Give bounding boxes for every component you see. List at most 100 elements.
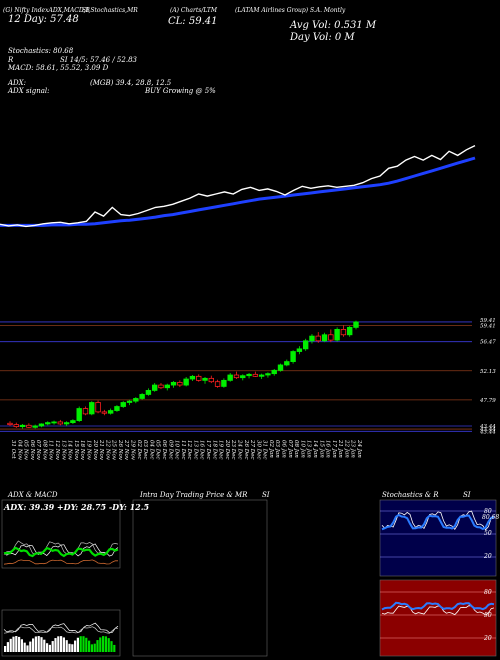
stoch-si-label: SI	[463, 491, 471, 499]
date-label-30: 16 Dec	[199, 440, 205, 460]
stoch-k-line	[381, 510, 495, 531]
date-label-6: 11 Nov	[48, 440, 54, 461]
date-label-13: 20 Nov	[92, 439, 98, 461]
candle-body-29	[189, 375, 196, 380]
date-label-35: 23 Dec	[230, 439, 236, 460]
date-label-23: 05 Dec	[155, 440, 161, 460]
date-label-9: 14 Nov	[67, 440, 73, 461]
candle-body-31	[202, 377, 208, 381]
macd-bar-3	[12, 636, 15, 652]
date-label-47: 13 Jan	[306, 440, 312, 458]
stoch-d-line	[381, 513, 495, 531]
macd-bar-6	[20, 639, 23, 652]
date-label-17: 26 Nov	[117, 439, 123, 461]
date-label-2: 05 Nov	[23, 440, 29, 461]
candle-body-12	[82, 408, 89, 415]
date-label-7: 12 Nov	[54, 440, 60, 461]
adx-panel	[1, 499, 121, 569]
candle-body-17	[114, 406, 120, 411]
candle-body-26	[170, 381, 177, 386]
date-label-26: 10 Dec	[174, 440, 180, 460]
date-label-46: 10 Jan	[299, 440, 305, 458]
close-label: CL: 59.41	[168, 16, 218, 27]
macd-bar-13	[40, 637, 43, 652]
macd-bar-39	[113, 644, 116, 652]
date-label-4: 07 Nov	[35, 440, 41, 461]
date-label-54: 23 Jan	[350, 439, 356, 458]
si-text: SI 14/5: 57.46 / 52.83	[60, 56, 137, 64]
date-label-33: 19 Dec	[218, 440, 224, 460]
macd-bar-21	[62, 637, 65, 652]
candle-body-0	[7, 422, 13, 426]
date-label-14: 21 Nov	[98, 439, 104, 461]
price-level-label-5: 43.44	[479, 424, 496, 430]
candle-body-21	[139, 394, 145, 399]
price-level-label-6: 43.44	[479, 427, 496, 433]
candle-body-13	[89, 402, 95, 415]
macd-bar-0	[4, 646, 7, 652]
date-label-53: 22 Jan	[343, 439, 349, 458]
date-label-12: 19 Nov	[85, 440, 91, 461]
macd-signal-line	[3, 626, 118, 634]
ma-line	[0, 156, 476, 227]
candle-body-9	[63, 422, 70, 425]
date-label-11: 18 Nov	[79, 440, 85, 461]
stoch-panel-title: Stochastics & R	[382, 491, 439, 499]
avg-vol-label: Avg Vol: 0.531 M	[290, 20, 377, 31]
macd-bar-2	[9, 638, 12, 652]
macd-bar-19	[57, 636, 60, 652]
candle-body-38	[246, 373, 252, 377]
stoch-level-80: 80	[484, 508, 492, 515]
date-label-5: 08 Nov	[41, 440, 47, 461]
candle-body-51	[328, 334, 334, 341]
macd-bar-32	[93, 643, 96, 652]
date-label-10: 15 Nov	[73, 440, 79, 461]
date-label-55: 24 Jan	[356, 439, 362, 458]
macd-bar-33	[96, 640, 99, 652]
date-label-50: 16 Jan	[325, 440, 331, 458]
candle-body-24	[158, 384, 164, 389]
date-label-19: 29 Nov	[130, 439, 136, 461]
price-level-label-2: 56.47	[480, 340, 496, 346]
date-label-39: 30 Dec	[255, 440, 261, 460]
header-line1-c: (A) Charts/LTM	[170, 7, 217, 14]
date-label-45: 08 Jan	[293, 440, 299, 458]
macd-bar-15	[46, 643, 49, 652]
date-label-3: 06 Nov	[29, 440, 35, 461]
date-label-43: 06 Jan	[281, 440, 287, 458]
macd-bar-23	[68, 643, 71, 652]
date-label-16: 25 Nov	[111, 439, 117, 461]
date-label-31: 17 Dec	[205, 440, 211, 460]
candle-body-49	[315, 335, 321, 342]
header-line1-d: (LATAM Airlines Group) S.A. Montly	[235, 7, 346, 14]
candle-body-30	[196, 375, 202, 381]
ma-line-label: 12 Day: 57.48	[8, 14, 79, 25]
buy-signal-text: BUY Growing @ 5%	[145, 87, 216, 95]
stoch-level-20: 20	[484, 553, 492, 560]
rsi-panel	[379, 579, 497, 657]
stoch-level-50: 50	[484, 530, 492, 537]
candle-body-43	[277, 364, 284, 371]
candle-body-40	[258, 374, 265, 377]
macd-bar-37	[107, 638, 110, 652]
candle-body-52	[334, 328, 340, 341]
date-label-29: 13 Dec	[192, 440, 198, 460]
adx-green-line	[3, 546, 119, 558]
price-level-label-3: 52.13	[480, 369, 496, 375]
candle-body-19	[126, 400, 133, 403]
date-label-24: 06 Dec	[161, 440, 167, 460]
intraday-si-label: SI	[262, 491, 270, 499]
candle-body-11	[76, 408, 82, 422]
date-label-37: 26 Dec	[243, 439, 249, 460]
candle-body-10	[70, 420, 76, 424]
macd-bar-18	[54, 638, 57, 652]
candle-body-42	[271, 369, 277, 375]
macd-bar-31	[90, 644, 93, 652]
date-label-41: 02 Jan	[268, 440, 274, 458]
candle-body-5	[38, 423, 45, 427]
adx-values-text: ADX: 39.39 +DY: 28.75 -DY: 12.5	[4, 502, 150, 512]
date-label-52: 21 Jan	[337, 439, 343, 458]
date-label-42: 03 Jan	[274, 440, 280, 458]
date-label-20: 02 Dec	[136, 440, 142, 460]
